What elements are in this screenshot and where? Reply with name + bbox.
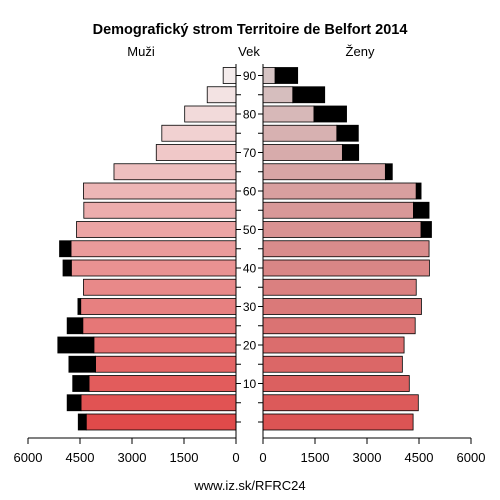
- chart-title: Demografický strom Territoire de Belfort…: [93, 22, 408, 38]
- male-excess-bar-45-49: [59, 240, 72, 258]
- female-bar-10-14: [262, 375, 410, 392]
- bars-layer: [57, 67, 432, 431]
- male-bar-10-14: [88, 375, 237, 392]
- female-excess-bar-85-89: [292, 86, 326, 104]
- male-excess-bar-25-29: [66, 317, 84, 335]
- left-side-label: Muži: [127, 44, 155, 59]
- age-tick-label: 60: [243, 185, 257, 199]
- female-excess-bar-55-59: [413, 201, 430, 219]
- male-bar-60-64: [83, 182, 237, 200]
- age-tick-label: 80: [243, 108, 257, 122]
- male-excess-bar-15-19: [68, 355, 97, 373]
- male-excess-bar-0-4: [77, 413, 87, 431]
- male-excess-bar-20-24: [57, 336, 95, 354]
- male-bar-35-39: [83, 278, 237, 296]
- x-tick-label: 3000: [353, 450, 382, 465]
- x-tick-label: 4500: [66, 450, 95, 465]
- age-tick-label: 10: [243, 377, 257, 391]
- female-bar-90+: [262, 67, 276, 84]
- age-tick-label: 50: [243, 223, 257, 237]
- x-tick-label: 1500: [301, 450, 330, 465]
- female-excess-bar-90+: [274, 67, 299, 84]
- male-bar-80-84: [184, 105, 237, 123]
- male-bar-20-24: [93, 336, 237, 354]
- source-caption: www.iz.sk/RFRC24: [193, 478, 305, 493]
- male-excess-bar-40-44: [62, 259, 72, 277]
- female-excess-bar-60-64: [415, 182, 422, 200]
- female-bar-70-74: [262, 144, 343, 161]
- male-bar-85-89: [206, 86, 237, 104]
- center-axis-label: Vek: [238, 44, 260, 59]
- male-bar-40-44: [70, 259, 237, 277]
- female-bar-80-84: [262, 105, 315, 123]
- female-excess-bar-65-69: [384, 163, 393, 181]
- male-bar-45-49: [70, 240, 237, 258]
- x-tick-label: 3000: [118, 450, 147, 465]
- female-bar-35-39: [262, 278, 417, 296]
- female-bar-55-59: [262, 201, 414, 219]
- x-tick-label: 0: [259, 450, 266, 465]
- male-excess-bar-30-34: [77, 298, 82, 315]
- female-bar-60-64: [262, 182, 417, 200]
- age-tick-label: 20: [243, 339, 257, 353]
- male-bar-70-74: [155, 144, 237, 161]
- age-tick-label: 40: [243, 262, 257, 276]
- female-bar-15-19: [262, 355, 403, 373]
- female-bar-45-49: [262, 240, 430, 258]
- female-bar-85-89: [262, 86, 294, 104]
- female-bar-30-34: [262, 298, 422, 315]
- female-bar-20-24: [262, 336, 405, 354]
- female-bar-75-79: [262, 124, 338, 142]
- female-bar-25-29: [262, 317, 416, 335]
- female-bar-40-44: [262, 259, 430, 277]
- right-side-label: Ženy: [346, 44, 375, 59]
- male-bar-25-29: [82, 317, 237, 335]
- male-bar-55-59: [83, 201, 237, 219]
- tick-layer: 10 20 30 40 50 60 70 80 90 6000 4500 3000 1500 0 0 1500…: [14, 69, 486, 465]
- female-excess-bar-75-79: [336, 124, 359, 142]
- x-tick-label: 1500: [170, 450, 199, 465]
- age-tick-label: 30: [243, 300, 257, 314]
- male-bar-0-4: [85, 413, 237, 431]
- female-bar-0-4: [262, 413, 414, 431]
- female-bar-5-9: [262, 394, 419, 412]
- male-bar-75-79: [161, 124, 237, 142]
- male-bar-90+: [222, 67, 237, 84]
- x-tick-label: 4500: [405, 450, 434, 465]
- male-bar-50-54: [76, 221, 237, 238]
- age-tick-label: 70: [243, 146, 257, 160]
- x-tick-label: 6000: [14, 450, 43, 465]
- male-bar-5-9: [80, 394, 237, 412]
- male-bar-30-34: [80, 298, 237, 315]
- male-excess-bar-5-9: [66, 394, 82, 412]
- male-bar-15-19: [95, 355, 237, 373]
- x-tick-label: 6000: [457, 450, 486, 465]
- female-excess-bar-80-84: [313, 105, 347, 123]
- female-excess-bar-50-54: [420, 221, 432, 238]
- male-bar-65-69: [113, 163, 237, 181]
- female-bar-50-54: [262, 221, 422, 238]
- female-bar-65-69: [262, 163, 386, 181]
- x-tick-label: 0: [232, 450, 239, 465]
- male-excess-bar-10-14: [72, 375, 90, 392]
- female-excess-bar-70-74: [341, 144, 360, 161]
- age-tick-label: 90: [243, 69, 257, 83]
